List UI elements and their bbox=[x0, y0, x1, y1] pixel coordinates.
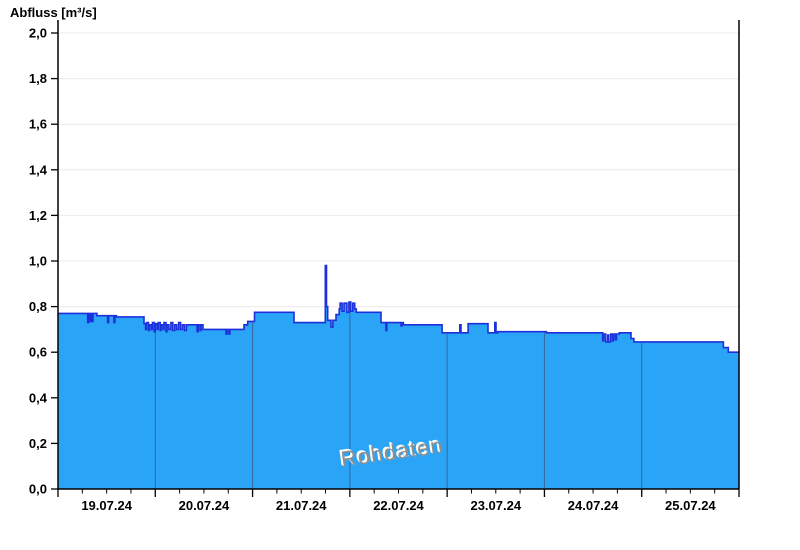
day-gridlines bbox=[154, 303, 643, 488]
discharge-line bbox=[57, 264, 739, 353]
y-tick-label: 0,8 bbox=[29, 299, 47, 314]
y-tick-label: 0,0 bbox=[29, 482, 47, 497]
x-tick-label: 20.07.24 bbox=[179, 498, 230, 513]
x-tick-label: 24.07.24 bbox=[568, 498, 619, 513]
y-tick-group: 0,0 0,2 0,4 0,6 0,8 1,0 1,2 1,4 1,6 1,8 2,0 bbox=[29, 26, 58, 497]
chart-title: Abfluss [m³/s] bbox=[10, 5, 97, 20]
y-tick-label: 1,6 bbox=[29, 117, 47, 132]
y-tick-label: 1,2 bbox=[29, 208, 47, 223]
y-tick-label: 1,0 bbox=[29, 254, 47, 269]
x-tick-group: 19.07.24 20.07.24 21.07.24 22.07.24 23.07.24… bbox=[57, 489, 740, 513]
x-tick-label: 22.07.24 bbox=[373, 498, 424, 513]
y-tick-label: 0,2 bbox=[29, 436, 47, 451]
discharge-area bbox=[58, 265, 739, 489]
x-tick-label: 25.07.24 bbox=[665, 498, 716, 513]
y-tick-label: 0,4 bbox=[29, 390, 48, 405]
y-tick-label: 2,0 bbox=[29, 26, 47, 41]
x-tick-label: 21.07.24 bbox=[276, 498, 327, 513]
x-tick-label: 23.07.24 bbox=[470, 498, 521, 513]
y-tick-label: 0,6 bbox=[29, 345, 47, 360]
y-tick-label: 1,4 bbox=[29, 162, 48, 177]
y-tick-label: 1,8 bbox=[29, 71, 47, 86]
x-tick-label: 19.07.24 bbox=[81, 498, 132, 513]
